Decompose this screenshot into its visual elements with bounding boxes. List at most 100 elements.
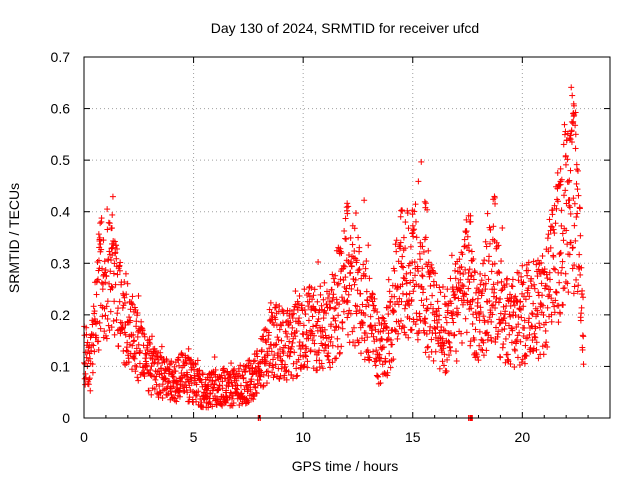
scatter-point: [551, 202, 558, 209]
scatter-point: [292, 288, 299, 295]
scatter-point: [233, 377, 240, 384]
scatter-point: [395, 301, 402, 308]
scatter-point: [296, 292, 303, 299]
scatter-point: [211, 354, 218, 361]
scatter-point: [473, 289, 480, 296]
scatter-point: [90, 342, 97, 349]
scatter-point: [432, 348, 439, 355]
scatter-point: [294, 306, 301, 313]
scatter-point: [134, 309, 141, 316]
scatter-point: [410, 288, 417, 295]
scatter-point: [315, 258, 322, 265]
scatter-point: [292, 333, 299, 340]
scatter-point: [97, 325, 104, 332]
scatter-point: [347, 310, 354, 317]
scatter-point: [427, 301, 434, 308]
scatter-point: [453, 305, 460, 312]
scatter-point: [484, 329, 491, 336]
scatter-point: [562, 152, 569, 159]
scatter-point: [119, 325, 126, 332]
scatter-point: [329, 342, 336, 349]
scatter-point: [467, 338, 474, 345]
scatter-point: [491, 260, 498, 267]
scatter-point: [323, 301, 330, 308]
scatter-point: [438, 324, 445, 331]
scatter-point: [567, 239, 574, 246]
scatter-point: [184, 354, 191, 361]
scatter-point: [575, 282, 582, 289]
scatter-point: [477, 281, 484, 288]
scatter-point: [569, 92, 576, 99]
scatter-point: [444, 307, 451, 314]
scatter-point: [131, 355, 138, 362]
scatter-point: [302, 352, 309, 359]
scatter-point: [410, 277, 417, 284]
scatter-point: [552, 220, 559, 227]
scatter-point: [520, 279, 527, 286]
scatter-point: [97, 220, 104, 227]
scatter-point: [566, 135, 573, 142]
scatter-point: [366, 354, 373, 361]
scatter-point: [130, 331, 137, 338]
scatter-point: [282, 342, 289, 349]
scatter-point: [417, 256, 424, 263]
scatter-point: [437, 289, 444, 296]
scatter-point: [478, 346, 485, 353]
scatter-point: [156, 383, 163, 390]
scatter-point: [304, 364, 311, 371]
scatter-point: [478, 277, 485, 284]
scatter-point: [555, 319, 562, 326]
scatter-point: [418, 272, 425, 279]
scatter-point: [578, 264, 585, 271]
scatter-point: [462, 229, 469, 236]
scatter-point: [242, 363, 249, 370]
scatter-point: [394, 284, 401, 291]
scatter-point: [544, 304, 551, 311]
scatter-point: [301, 361, 308, 368]
scatter-point: [186, 394, 193, 401]
scatter-point: [574, 186, 581, 193]
scatter-point: [355, 267, 362, 274]
y-tick-label: 0.2: [51, 307, 71, 323]
scatter-point: [435, 305, 442, 312]
scatter-point: [465, 269, 472, 276]
scatter-point: [362, 312, 369, 319]
scatter-point: [129, 293, 136, 300]
scatter-point: [300, 322, 307, 329]
scatter-point: [540, 351, 547, 358]
scatter-point: [436, 284, 443, 291]
scatter-point: [470, 255, 477, 262]
scatter-point: [279, 319, 286, 326]
scatter-point: [93, 291, 100, 298]
scatter-point: [310, 323, 317, 330]
scatter-point: [143, 351, 150, 358]
scatter-point: [464, 233, 471, 240]
scatter-point: [276, 375, 283, 382]
scatter-point: [497, 295, 504, 302]
scatter-point: [325, 356, 332, 363]
scatter-point: [272, 361, 279, 368]
scatter-point: [114, 271, 121, 278]
scatter-point: [283, 330, 290, 337]
scatter-point: [288, 371, 295, 378]
scatter-point: [491, 193, 498, 200]
scatter-point: [302, 311, 309, 318]
scatter-point: [349, 328, 356, 335]
x-tick-label: 10: [295, 429, 311, 445]
scatter-point: [273, 341, 280, 348]
scatter-point: [506, 331, 513, 338]
scatter-point: [97, 241, 104, 248]
scatter-point: [362, 330, 369, 337]
scatter-point: [566, 177, 573, 184]
scatter-point: [515, 313, 522, 320]
scatter-point: [571, 222, 578, 229]
scatter-point: [400, 264, 407, 271]
scatter-point: [380, 344, 387, 351]
scatter-point: [543, 339, 550, 346]
scatter-point: [429, 292, 436, 299]
scatter-point: [289, 339, 296, 346]
scatter-point: [398, 317, 405, 324]
scatter-point: [555, 302, 562, 309]
scatter-point: [498, 258, 505, 265]
